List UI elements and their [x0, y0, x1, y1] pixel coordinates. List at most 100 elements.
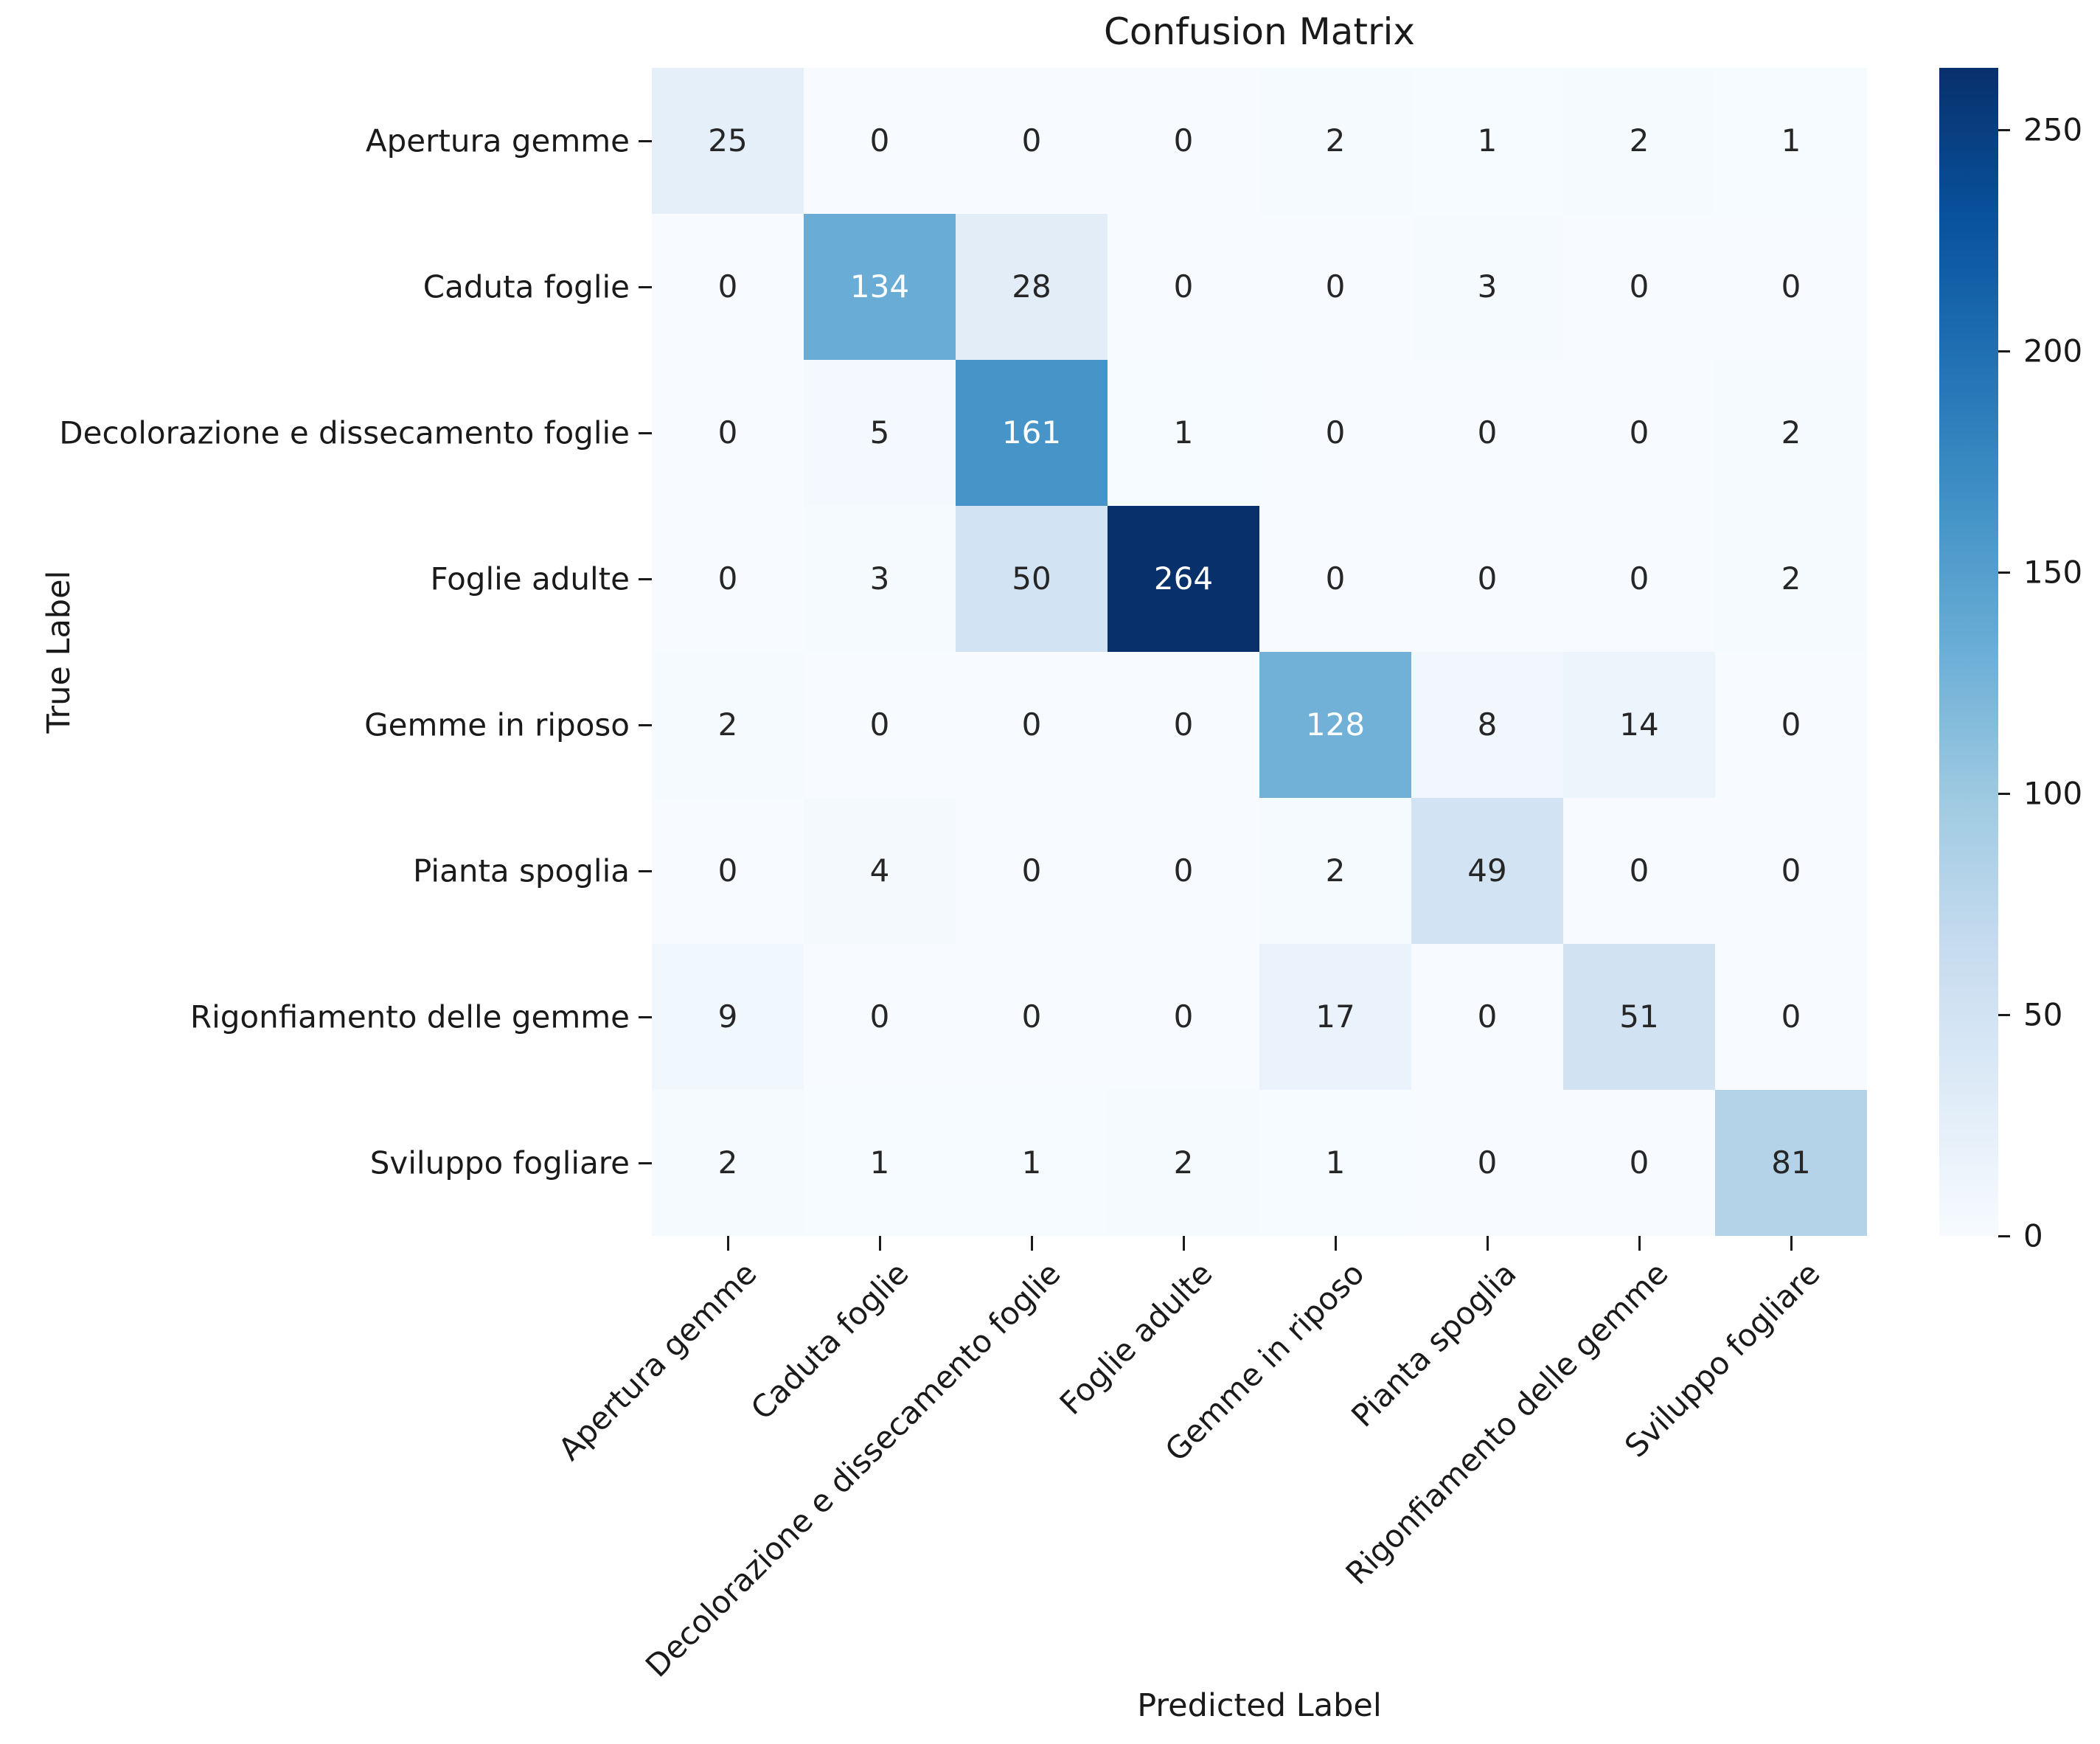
- cell-value: 2: [717, 706, 738, 743]
- colorbar-tick-label: 200: [2023, 333, 2083, 369]
- heatmap-cell: 2: [1108, 1090, 1259, 1236]
- heatmap-cell: 161: [956, 360, 1108, 506]
- heatmap-cell: 0: [1715, 798, 1867, 944]
- cell-value: 0: [1173, 852, 1194, 889]
- cell-value: 0: [1781, 852, 1801, 889]
- colorbar-tick-mark: [1998, 350, 2010, 352]
- cell-value: 25: [708, 122, 748, 159]
- cell-value: 0: [1629, 268, 1649, 305]
- colorbar: [1939, 68, 1998, 1236]
- heatmap-cell: 264: [1108, 506, 1259, 652]
- colorbar-tick-label: 0: [2023, 1217, 2043, 1254]
- heatmap-cell: 0: [804, 944, 956, 1090]
- cell-value: 0: [1781, 998, 1801, 1035]
- cell-value: 0: [1021, 852, 1042, 889]
- y-tick-mark: [639, 431, 652, 434]
- cell-value: 0: [869, 998, 890, 1035]
- cell-value: 0: [1629, 414, 1649, 451]
- heatmap-cell: 1: [1715, 68, 1867, 214]
- heatmap-cell: 0: [956, 798, 1108, 944]
- heatmap-cell: 0: [1411, 360, 1563, 506]
- cell-value: 81: [1771, 1144, 1811, 1181]
- heatmap-cell: 0: [1411, 944, 1563, 1090]
- heatmap-cell: 1: [1108, 360, 1259, 506]
- cell-value: 8: [1477, 706, 1498, 743]
- heatmap-cell: 25: [652, 68, 804, 214]
- heatmap-cell: 3: [1411, 214, 1563, 360]
- cell-value: 49: [1467, 852, 1507, 889]
- cell-value: 1: [1021, 1144, 1042, 1181]
- colorbar-tick-mark: [1998, 1013, 2010, 1016]
- colorbar-tick-mark: [1998, 128, 2010, 131]
- y-tick-mark: [639, 1015, 652, 1018]
- cell-value: 0: [717, 268, 738, 305]
- x-tick-mark: [1638, 1236, 1641, 1251]
- x-tick-mark: [1334, 1236, 1337, 1251]
- cell-value: 1: [1325, 1144, 1346, 1181]
- heatmap-cell: 0: [1563, 214, 1715, 360]
- heatmap-cell: 0: [804, 652, 956, 798]
- heatmap-cell: 0: [1108, 68, 1259, 214]
- x-tick-mark: [878, 1236, 881, 1251]
- cell-value: 0: [869, 122, 890, 159]
- colorbar-tick-mark: [1998, 1234, 2010, 1237]
- cell-value: 0: [1173, 268, 1194, 305]
- heatmap-cell: 0: [1563, 798, 1715, 944]
- heatmap-cell: 8: [1411, 652, 1563, 798]
- cell-value: 0: [1477, 560, 1498, 597]
- heatmap-cell: 1: [1259, 1090, 1411, 1236]
- cell-value: 2: [717, 1144, 738, 1181]
- heatmap-cell: 49: [1411, 798, 1563, 944]
- cell-value: 0: [1021, 706, 1042, 743]
- heatmap-cell: 0: [804, 68, 956, 214]
- cell-value: 5: [869, 414, 890, 451]
- heatmap-cell: 0: [1715, 944, 1867, 1090]
- cell-value: 0: [1173, 122, 1194, 159]
- y-tick-mark: [639, 285, 652, 288]
- cell-value: 4: [869, 852, 890, 889]
- cell-value: 0: [1021, 122, 1042, 159]
- y-tick-label: Pianta spoglia: [413, 852, 630, 889]
- y-tick-mark: [639, 1161, 652, 1164]
- heatmap-cell: 0: [1411, 1090, 1563, 1236]
- heatmap-cell: 28: [956, 214, 1108, 360]
- cell-value: 0: [1477, 414, 1498, 451]
- cell-value: 0: [869, 706, 890, 743]
- cell-value: 2: [1173, 1144, 1194, 1181]
- heatmap-cell: 0: [1563, 1090, 1715, 1236]
- cell-value: 2: [1325, 852, 1346, 889]
- heatmap-cell: 0: [956, 68, 1108, 214]
- y-tick-mark: [639, 139, 652, 142]
- cell-value: 2: [1781, 560, 1801, 597]
- colorbar-tick-label: 150: [2023, 554, 2083, 591]
- x-tick-mark: [1030, 1236, 1033, 1251]
- heatmap-cell: 0: [1108, 214, 1259, 360]
- heatmap-cell: 0: [1411, 506, 1563, 652]
- colorbar-tick-label: 250: [2023, 111, 2083, 148]
- y-tick-mark: [639, 869, 652, 872]
- heatmap-cell: 0: [1108, 798, 1259, 944]
- cell-value: 0: [1629, 852, 1649, 889]
- heatmap-cell: 0: [956, 652, 1108, 798]
- heatmap-cell: 2: [1563, 68, 1715, 214]
- cell-value: 0: [1629, 1144, 1649, 1181]
- cell-value: 0: [1781, 706, 1801, 743]
- cell-value: 51: [1619, 998, 1659, 1035]
- cell-value: 0: [1021, 998, 1042, 1035]
- cell-value: 134: [849, 268, 910, 305]
- heatmap-cell: 0: [1259, 214, 1411, 360]
- heatmap-cell: 0: [652, 798, 804, 944]
- cell-value: 0: [717, 414, 738, 451]
- cell-value: 161: [1001, 414, 1062, 451]
- x-tick-mark: [1486, 1236, 1489, 1251]
- y-tick-label: Decolorazione e dissecamento foglie: [59, 414, 630, 451]
- y-tick-label: Apertura gemme: [365, 122, 630, 159]
- cell-value: 1: [1477, 122, 1498, 159]
- cell-value: 9: [717, 998, 738, 1035]
- heatmap-cell: 0: [1259, 360, 1411, 506]
- cell-value: 28: [1012, 268, 1051, 305]
- cell-value: 2: [1325, 122, 1346, 159]
- heatmap-cell: 2: [652, 1090, 804, 1236]
- heatmap-cell: 1: [804, 1090, 956, 1236]
